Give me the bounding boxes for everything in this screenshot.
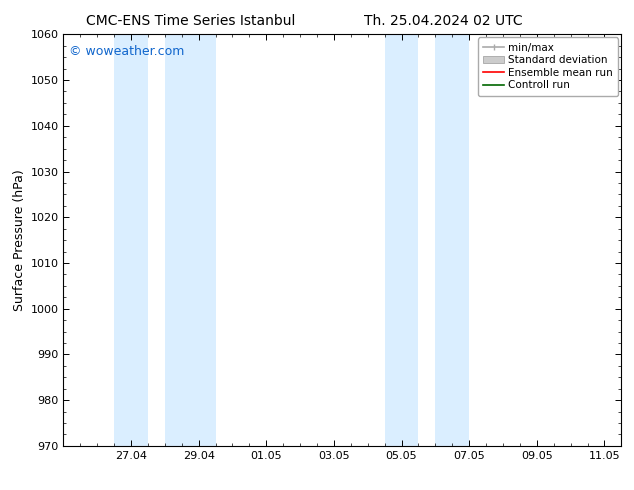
- Bar: [436, 34, 469, 446]
- Bar: [385, 34, 418, 446]
- Legend: min/max, Standard deviation, Ensemble mean run, Controll run: min/max, Standard deviation, Ensemble me…: [478, 37, 618, 96]
- Bar: [114, 34, 148, 446]
- Text: CMC-ENS Time Series Istanbul: CMC-ENS Time Series Istanbul: [86, 14, 295, 28]
- Y-axis label: Surface Pressure (hPa): Surface Pressure (hPa): [13, 169, 26, 311]
- Text: Th. 25.04.2024 02 UTC: Th. 25.04.2024 02 UTC: [365, 14, 523, 28]
- Text: © woweather.com: © woweather.com: [69, 45, 184, 58]
- Bar: [165, 34, 216, 446]
